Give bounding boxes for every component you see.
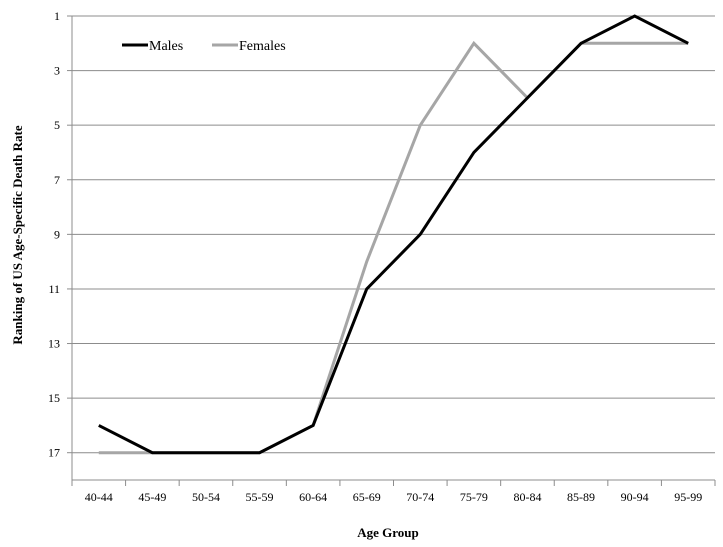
x-tick-label: 60-64 bbox=[299, 490, 327, 504]
y-tick-label: 3 bbox=[54, 64, 60, 78]
series-lines bbox=[98, 14, 689, 455]
legend-label-males: Males bbox=[149, 39, 183, 54]
x-tick-label: 85-89 bbox=[567, 490, 595, 504]
axes bbox=[67, 15, 716, 486]
y-tick-label: 17 bbox=[48, 446, 60, 460]
x-tick-label: 70-74 bbox=[406, 490, 434, 504]
x-tick-labels: 40-44 45-49 50-54 55-59 60-64 65-69 70-74 75-79… bbox=[85, 490, 702, 504]
x-tick-label: 80-84 bbox=[513, 490, 541, 504]
x-tick-label: 95-99 bbox=[674, 490, 702, 504]
series-line-males bbox=[98, 14, 689, 455]
y-axis-title: Ranking of US Age-Specific Death Rate bbox=[10, 125, 25, 344]
y-tick-label: 15 bbox=[48, 391, 60, 405]
y-tick-label: 5 bbox=[54, 118, 60, 132]
x-tick-label: 50-54 bbox=[192, 490, 220, 504]
x-tick-label: 45-49 bbox=[138, 490, 166, 504]
y-tick-label: 9 bbox=[54, 227, 60, 241]
series-line-females bbox=[98, 40, 689, 455]
x-tick-label: 75-79 bbox=[460, 490, 488, 504]
y-tick-label: 11 bbox=[48, 282, 60, 296]
x-tick-label: 90-94 bbox=[621, 490, 649, 504]
legend: Males Females bbox=[122, 39, 286, 54]
legend-label-females: Females bbox=[239, 39, 286, 54]
y-tick-label: 1 bbox=[54, 9, 60, 23]
x-tick-label: 40-44 bbox=[85, 490, 113, 504]
y-tick-label: 7 bbox=[54, 173, 60, 187]
x-axis-title: Age Group bbox=[357, 525, 419, 540]
grid-lines bbox=[72, 15, 715, 454]
x-tick-label: 55-59 bbox=[246, 490, 274, 504]
y-tick-label: 13 bbox=[48, 337, 60, 351]
x-tick-label: 65-69 bbox=[353, 490, 381, 504]
